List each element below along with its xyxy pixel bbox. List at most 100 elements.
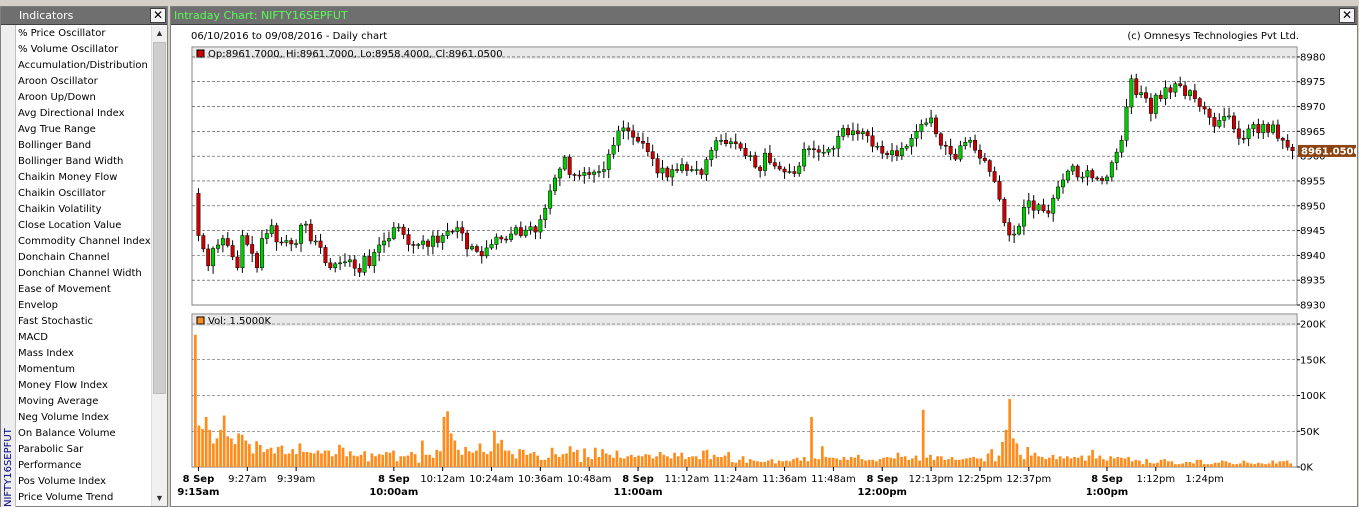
- indicator-item[interactable]: Close Location Value: [18, 220, 122, 231]
- volume-bar: [539, 459, 543, 467]
- candle-body: [1056, 186, 1061, 199]
- candle-body: [958, 145, 963, 160]
- candle-body: [772, 162, 777, 167]
- candle-body: [992, 171, 997, 182]
- indicator-item[interactable]: Parabolic Sar: [18, 444, 84, 455]
- volume-bar: [1274, 463, 1278, 467]
- volume-bar: [1123, 458, 1127, 467]
- volume-bar: [1004, 429, 1008, 467]
- indicator-item[interactable]: % Volume Oscillator: [18, 44, 119, 55]
- indicator-item[interactable]: Ease of Movement: [18, 284, 111, 295]
- candle-body: [1129, 78, 1134, 108]
- candle-body: [846, 128, 851, 136]
- indicator-item[interactable]: Chaikin Volatility: [18, 204, 102, 215]
- indicator-item[interactable]: Avg Directional Index: [18, 108, 125, 119]
- volume-bar: [1249, 463, 1253, 467]
- indicator-item[interactable]: Performance: [18, 460, 82, 471]
- time-axis-sublabel: 9:15am: [177, 487, 219, 498]
- indicator-item[interactable]: Mass Index: [18, 348, 74, 359]
- scroll-down-icon[interactable]: ▼: [155, 493, 164, 503]
- indicator-item[interactable]: Bollinger Band Width: [18, 156, 124, 167]
- volume-bar: [900, 456, 903, 467]
- volume-bar: [893, 458, 896, 467]
- candle-body: [572, 174, 577, 176]
- volume-bar: [640, 456, 644, 467]
- time-axis-label: 8 Sep: [622, 474, 654, 485]
- scrollbar-thumb[interactable]: [153, 42, 166, 394]
- indicator-item[interactable]: Chaikin Money Flow: [18, 172, 118, 183]
- symbol-vertical-tab[interactable]: NIFTY16SEPFUT: [1, 25, 16, 507]
- candle-body: [689, 169, 694, 171]
- candle-body: [885, 152, 890, 155]
- volume-bar: [352, 455, 356, 467]
- candle-body: [553, 177, 557, 192]
- volume-bar: [936, 456, 939, 467]
- volume-bar: [860, 459, 864, 467]
- volume-bar: [629, 454, 633, 467]
- volume-bar: [1029, 455, 1033, 467]
- indicator-item[interactable]: Avg True Range: [18, 124, 96, 135]
- indicator-item[interactable]: Money Flow Index: [18, 380, 108, 391]
- volume-bar: [579, 461, 583, 467]
- indicators-close-button[interactable]: ✕: [150, 8, 166, 23]
- indicator-item[interactable]: Accumulation/Distribution: [18, 60, 148, 71]
- indicator-item[interactable]: Moving Average: [18, 396, 99, 407]
- candle-body: [831, 147, 836, 150]
- candle-body: [352, 259, 357, 269]
- chart-close-button[interactable]: ✕: [1339, 8, 1355, 23]
- candle-body: [1065, 170, 1070, 181]
- volume-bar: [482, 451, 485, 467]
- indicator-item[interactable]: Donchian Channel Width: [18, 268, 142, 279]
- candle-body: [582, 172, 587, 176]
- candle-body: [616, 130, 621, 146]
- volume-bar: [1091, 449, 1094, 467]
- candle-body: [225, 238, 230, 246]
- candle-body: [386, 238, 391, 242]
- time-axis-sublabel: 12:00pm: [858, 487, 907, 498]
- indicator-item[interactable]: Momentum: [18, 364, 75, 375]
- volume-bar: [907, 459, 911, 467]
- indicator-item[interactable]: Chaikin Oscillator: [18, 188, 106, 199]
- indicator-item[interactable]: Donchain Channel: [18, 252, 110, 263]
- volume-bar: [838, 459, 842, 467]
- indicator-item[interactable]: On Balance Volume: [18, 428, 116, 439]
- candle-body: [640, 141, 645, 144]
- indicator-item[interactable]: Pos Volume Index: [18, 476, 107, 487]
- indicator-item[interactable]: Envelop: [18, 300, 58, 311]
- volume-bar: [226, 436, 230, 467]
- indicator-item[interactable]: Neg Volume Index: [18, 412, 110, 423]
- candle-body: [680, 164, 684, 171]
- candle-body: [953, 153, 958, 160]
- indicator-item[interactable]: Aroon Oscillator: [18, 76, 98, 87]
- volume-bar: [460, 454, 464, 467]
- indicator-item[interactable]: Aroon Up/Down: [18, 92, 96, 103]
- chart-canvas[interactable]: Op:8961.7000, Hi:8961.7000, Lo:8958.4000…: [171, 7, 1357, 506]
- scroll-up-icon[interactable]: ▲: [155, 28, 164, 38]
- indicators-scrollbar[interactable]: ▲ ▼: [151, 26, 167, 506]
- candle-body: [211, 248, 216, 267]
- candle-body: [836, 136, 841, 149]
- candle-body: [347, 259, 352, 263]
- volume-bar: [759, 461, 763, 467]
- volume-bar: [330, 456, 334, 467]
- volume-bar: [1065, 456, 1069, 467]
- candle-body: [318, 240, 323, 248]
- candle-body: [782, 168, 787, 173]
- indicator-item[interactable]: Commodity Channel Index: [18, 236, 151, 247]
- price-axis-label: 8935: [1300, 276, 1325, 287]
- indicator-item[interactable]: % Price Oscillator: [18, 28, 106, 39]
- volume-bar: [983, 461, 986, 467]
- indicator-item[interactable]: Price Volume Trend: [18, 492, 114, 503]
- volume-bar: [687, 456, 691, 467]
- volume-bar: [705, 449, 709, 467]
- volume-bar: [550, 447, 554, 467]
- candle-body: [1256, 124, 1261, 134]
- indicator-item[interactable]: MACD: [18, 332, 48, 343]
- volume-bar: [824, 456, 828, 467]
- volume-bar: [1138, 460, 1141, 467]
- indicator-item[interactable]: Bollinger Band: [18, 140, 92, 151]
- volume-bar: [828, 457, 831, 467]
- indicator-item[interactable]: Fast Stochastic: [18, 316, 94, 327]
- volume-bar: [896, 452, 900, 467]
- volume-bar: [442, 416, 446, 467]
